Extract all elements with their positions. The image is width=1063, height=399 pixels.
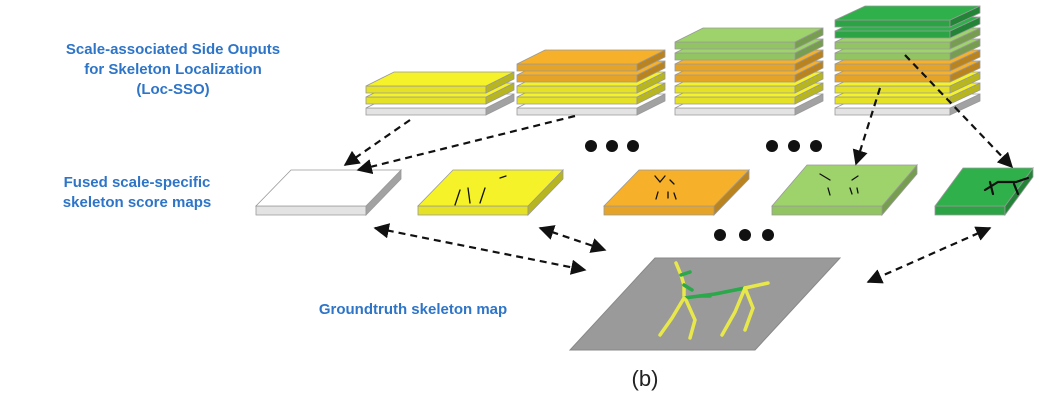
arrow-stack4-to-map4 — [852, 87, 882, 166]
stack-4-layer-9 — [834, 5, 981, 28]
score-map-2-strokes — [454, 175, 507, 206]
arrow-stack4-to-map5 — [904, 54, 1014, 169]
stack-1 — [365, 71, 515, 116]
stack-3-layer-7 — [674, 27, 824, 50]
fused-score-maps-label: Fused scale-specific skeleton score maps — [22, 173, 252, 213]
scale-associated-side-output-stacks — [365, 5, 981, 116]
groundtruth-skeleton-strokes — [658, 261, 770, 340]
arrow-stack2-to-map1 — [356, 114, 576, 175]
score-map-4 — [771, 163, 918, 217]
fused-score-maps — [255, 163, 1034, 217]
groundtruth-skeleton-map — [568, 257, 842, 351]
stack-2 — [516, 49, 666, 116]
fused-label-line-1: Fused scale-specific — [63, 174, 211, 191]
figure-caption: (b) — [631, 366, 659, 391]
ellipsis-dots — [585, 140, 822, 241]
score-map-3-strokes — [654, 175, 677, 200]
stack-1-layer-3 — [365, 71, 515, 94]
score-map-4-strokes — [819, 173, 859, 196]
loc-sso-label: Scale-associated Side Ouputs for Skeleto… — [8, 40, 338, 100]
arrow-stack1-to-map1 — [343, 119, 411, 166]
arrow-map5-to-groundtruth — [866, 226, 992, 284]
stack-2-layer-5 — [516, 49, 666, 72]
score-map-5-strokes — [983, 176, 1030, 196]
arrow-map1-to-groundtruth — [373, 223, 587, 275]
score-map-3 — [603, 169, 750, 216]
score-map-1 — [255, 169, 402, 216]
score-map-5 — [934, 166, 1034, 217]
loc-sso-label-line-3: (Loc-SSO) — [136, 81, 210, 98]
stack-3 — [674, 27, 824, 116]
fused-label-line-2: skeleton score maps — [62, 194, 212, 211]
loc-sso-label-line-1: Scale-associated Side Ouputs — [65, 41, 281, 58]
dashed-arrows — [343, 54, 1014, 284]
score-map-2 — [417, 169, 564, 216]
groundtruth-label: Groundtruth skeleton map — [318, 301, 508, 318]
loc-sso-label-line-2: for Skeleton Localization — [84, 61, 262, 78]
stack-4 — [834, 5, 981, 116]
arrow-map2-to-groundtruth — [538, 225, 607, 253]
